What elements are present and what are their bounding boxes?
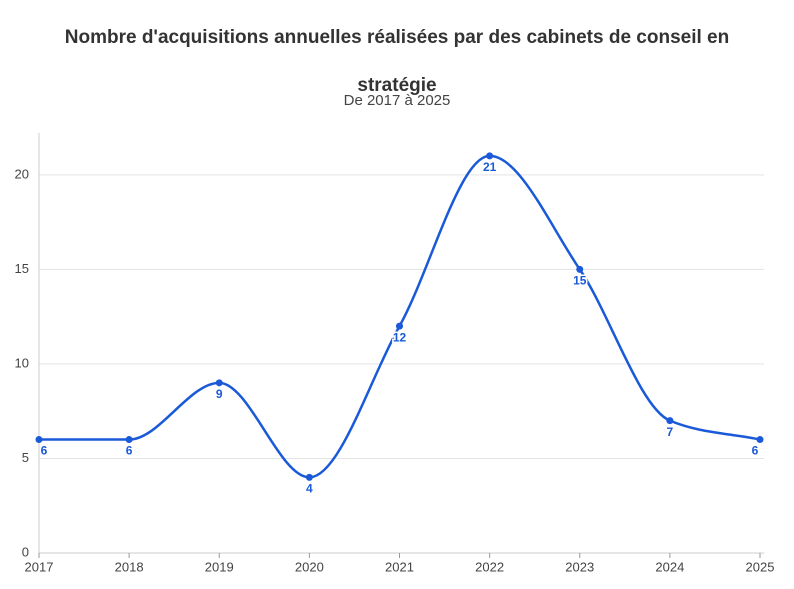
y-tick-label: 0 [22,544,29,559]
x-tick-label: 2025 [746,559,775,574]
x-tick-label: 2024 [655,559,684,574]
point [576,265,584,273]
point [35,436,43,444]
x-tick-label: 2017 [25,559,54,574]
point [215,379,223,387]
data-label: 15 [573,274,587,288]
point [396,322,403,330]
data-label: 6 [41,444,48,458]
data-label: 4 [306,482,313,496]
x-tick-label: 2023 [565,559,594,574]
x-tick-label: 2019 [205,559,234,574]
data-label: 7 [667,425,674,439]
data-label: 6 [126,444,133,458]
point [756,436,764,444]
y-tick-label: 10 [15,355,29,370]
data-label: 9 [216,387,223,401]
y-tick-label: 5 [22,450,29,465]
point [305,473,313,481]
point [486,152,494,160]
x-tick-label: 2021 [385,559,414,574]
data-label: 21 [483,160,497,174]
point [125,436,133,444]
line [38,154,761,479]
x-tick-label: 2020 [295,559,324,574]
data-label: 12 [393,330,407,344]
x-tick-label: 2018 [115,559,144,574]
data-label: 6 [752,444,759,458]
chart-title: Nombre d'acquisitions annuelles réalisée… [64,27,730,96]
y-tick-label: 20 [15,166,29,181]
chart-subtitle: De 2017 à 2025 [343,92,451,109]
x-tick-label: 2022 [475,559,504,574]
point [666,417,674,425]
y-tick-label: 15 [15,261,29,276]
